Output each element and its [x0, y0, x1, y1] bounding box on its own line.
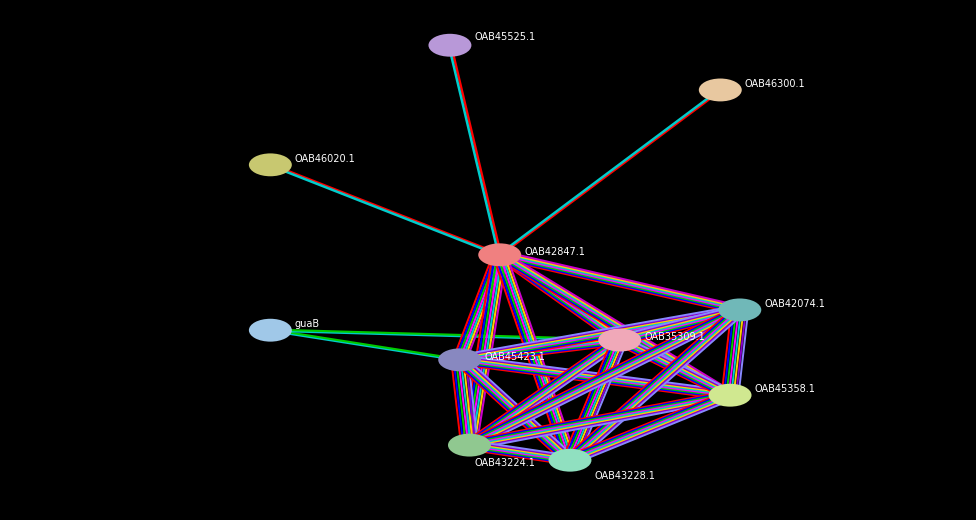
Text: OAB42074.1: OAB42074.1	[764, 298, 825, 309]
Text: OAB45358.1: OAB45358.1	[754, 384, 815, 394]
Text: OAB42847.1: OAB42847.1	[524, 247, 585, 257]
Circle shape	[718, 298, 761, 321]
Text: OAB43228.1: OAB43228.1	[594, 471, 655, 481]
Circle shape	[249, 319, 292, 342]
Circle shape	[428, 34, 471, 57]
Circle shape	[448, 434, 491, 457]
Circle shape	[249, 153, 292, 176]
Circle shape	[699, 79, 742, 101]
Circle shape	[478, 243, 521, 266]
Circle shape	[709, 384, 752, 407]
Text: OAB45423.1: OAB45423.1	[484, 352, 545, 362]
Text: OAB35309.1: OAB35309.1	[644, 332, 705, 343]
Text: guaB: guaB	[295, 319, 320, 329]
Text: OAB45525.1: OAB45525.1	[474, 32, 536, 43]
Circle shape	[598, 329, 641, 352]
Circle shape	[549, 449, 591, 472]
Text: OAB46300.1: OAB46300.1	[745, 79, 805, 89]
Text: OAB43224.1: OAB43224.1	[474, 458, 535, 469]
Text: OAB46020.1: OAB46020.1	[295, 153, 355, 164]
Circle shape	[438, 348, 481, 371]
